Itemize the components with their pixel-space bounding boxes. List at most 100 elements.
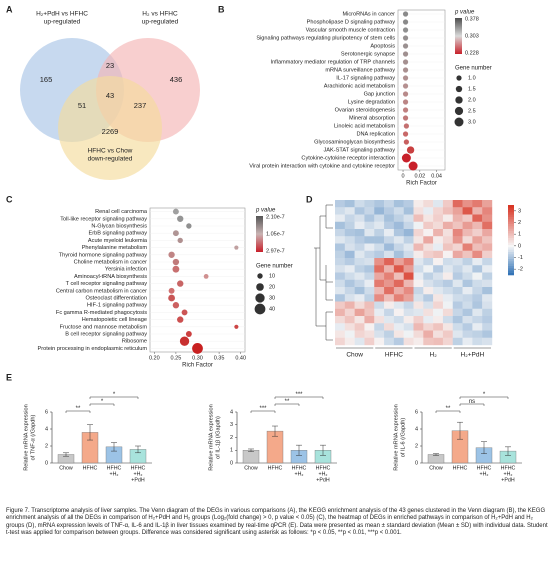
- heatmap-cell: [335, 294, 346, 302]
- heatmap-cell: [462, 200, 473, 208]
- heatmap-cell: [433, 207, 444, 215]
- size-legend-label: 3.0: [468, 119, 476, 125]
- venn-set-label: up-regulated: [142, 19, 179, 26]
- color-legend-bar: [256, 216, 263, 252]
- x-tick-label: +H₂: [480, 471, 489, 477]
- colorbar-segment: [508, 244, 514, 248]
- heatmap-cell: [335, 258, 346, 266]
- heatmap-cell: [452, 279, 463, 288]
- x-axis-label: Rich Factor: [182, 363, 213, 369]
- heatmap-cell: [413, 316, 424, 324]
- venn-set-label: up-regulated: [44, 19, 81, 26]
- significance-bracket: [459, 403, 485, 406]
- significance-bracket: [89, 396, 139, 399]
- heatmap-cell: [482, 236, 493, 244]
- heatmap-cell: [482, 294, 493, 302]
- heatmap-cell: [472, 229, 483, 237]
- dot: [402, 91, 409, 97]
- color-legend-bar: [455, 18, 462, 54]
- heatmap-cell: [472, 265, 483, 273]
- plot-frame: [149, 207, 246, 353]
- dot: [186, 223, 192, 229]
- colorbar-segment: [508, 270, 514, 273]
- heatmap-cell: [452, 272, 463, 280]
- heatmap-cell: [472, 258, 483, 266]
- heatmap-cell: [374, 236, 385, 244]
- y-tick-label: 1: [230, 448, 233, 454]
- size-legend-label: 30: [269, 295, 275, 301]
- heatmap-cell: [482, 337, 493, 346]
- heatmap-cell: [354, 316, 365, 324]
- heatmap-cell: [482, 308, 493, 317]
- group-label: H₂+PdH: [461, 352, 485, 359]
- category-label: Vascular smooth muscle contraction: [306, 27, 395, 33]
- heatmap-cell: [403, 221, 414, 230]
- heatmap-cell: [384, 250, 395, 259]
- heatmap-cell: [393, 330, 404, 338]
- group-label: H₂: [430, 352, 438, 359]
- heatmap-cell: [335, 250, 346, 259]
- heatmap-cell: [403, 250, 414, 259]
- x-tick-label: 0.04: [431, 173, 442, 179]
- size-legend-dot: [256, 283, 264, 291]
- heatmap-cell: [462, 316, 473, 324]
- category-label: Mineral absorption: [349, 115, 395, 121]
- category-label: Aminoacyl-tRNA biosynthesis: [74, 274, 147, 280]
- dot: [177, 316, 184, 323]
- heatmap-cell: [354, 200, 365, 208]
- heatmap-cell: [354, 243, 365, 251]
- heatmap-cell: [374, 330, 385, 338]
- heatmap-cell: [384, 236, 395, 244]
- heatmap-cell: [433, 330, 444, 338]
- x-tick-label: +H₂: [134, 471, 143, 477]
- heatmap-cell: [354, 323, 365, 331]
- y-axis-label: of IL-6 (/Gapdh): [400, 418, 406, 458]
- heatmap-cell: [374, 287, 385, 295]
- heatmap-cell: [403, 236, 414, 244]
- heatmap-cell: [374, 265, 385, 273]
- heatmap-cell: [403, 294, 414, 302]
- dot: [402, 59, 409, 65]
- venn-set-label: H₂+PdH vs HFHC: [36, 11, 88, 18]
- x-tick-label: +H₂: [295, 471, 304, 477]
- category-label: N-Glycan biosynthesis: [91, 223, 147, 229]
- heatmap-cell: [413, 279, 424, 288]
- heatmap-cell: [482, 243, 493, 251]
- heatmap-cell: [433, 287, 444, 295]
- dot: [402, 115, 409, 121]
- category-label: DNA replication: [356, 131, 395, 137]
- category-label: Choline metabolism in cancer: [74, 259, 148, 265]
- x-tick-label: HFHC: [131, 465, 146, 471]
- heatmap-cell: [472, 221, 483, 230]
- error-bar: [481, 441, 487, 454]
- heatmap-cell: [462, 243, 473, 251]
- heatmap-cell: [413, 207, 424, 215]
- category-label: Cytokine-cytokine receptor interaction: [301, 155, 395, 161]
- heatmap-cell: [423, 316, 434, 324]
- y-tick-label: 2: [415, 443, 418, 449]
- dot: [177, 280, 184, 287]
- heatmap-cell: [442, 207, 453, 215]
- dot: [172, 230, 179, 237]
- x-tick-label: HFHC: [501, 465, 516, 471]
- colorbar-segment: [508, 251, 514, 255]
- heatmap-cell: [354, 337, 365, 346]
- heatmap-cell: [335, 214, 346, 222]
- heatmap-cell: [384, 301, 395, 309]
- category-label: Inflammatory mediator regulation of TRP …: [271, 59, 396, 65]
- colorbar-label: -1: [518, 255, 523, 261]
- dot: [402, 19, 409, 25]
- colorbar-segment: [508, 205, 514, 208]
- dot: [402, 107, 409, 113]
- heatmap-cell: [482, 207, 493, 215]
- heatmap-cell: [452, 308, 463, 317]
- x-tick-label: HFHC: [316, 465, 331, 471]
- heatmap-cell: [393, 308, 404, 317]
- heatmap-cell: [433, 221, 444, 230]
- heatmap-cell: [462, 294, 473, 302]
- category-label: Phospholipase D signaling pathway: [307, 19, 396, 25]
- category-label: Acute myeloid leukemia: [88, 238, 148, 244]
- heatmap-cell: [413, 337, 424, 346]
